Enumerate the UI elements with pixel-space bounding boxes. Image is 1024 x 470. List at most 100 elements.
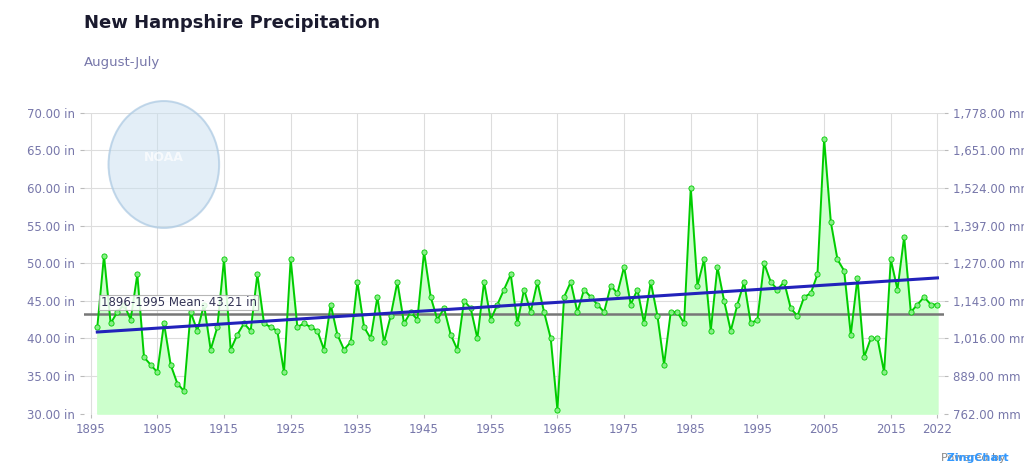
Point	[329, 331, 345, 338]
Point	[710, 263, 726, 271]
Point	[522, 308, 539, 316]
Point	[816, 135, 833, 143]
Point	[503, 271, 519, 278]
Point	[876, 368, 892, 376]
Point	[189, 327, 206, 335]
Point	[636, 320, 652, 327]
Point	[509, 320, 525, 327]
Point	[716, 297, 732, 305]
Point	[902, 308, 919, 316]
Point	[742, 320, 759, 327]
Point	[442, 331, 459, 338]
Point	[275, 368, 292, 376]
Point	[589, 301, 605, 308]
Point	[123, 316, 139, 323]
Point	[556, 293, 572, 301]
Point	[315, 346, 332, 353]
Point	[436, 305, 453, 312]
Point	[929, 301, 945, 308]
Point	[536, 308, 552, 316]
Point	[355, 323, 372, 331]
Point	[923, 301, 939, 308]
Point	[849, 274, 865, 282]
Point	[222, 346, 239, 353]
Point	[476, 278, 493, 286]
Point	[236, 320, 252, 327]
Text: ZingChart: ZingChart	[908, 453, 1009, 463]
Point	[362, 335, 379, 342]
Point	[469, 335, 485, 342]
Point	[136, 353, 153, 361]
Point	[822, 218, 839, 226]
Point	[696, 256, 713, 263]
Point	[342, 338, 358, 346]
Point	[489, 301, 506, 308]
Point	[642, 278, 658, 286]
Point	[896, 233, 912, 241]
Point	[389, 278, 406, 286]
Point	[869, 335, 886, 342]
Point	[809, 271, 825, 278]
Point	[110, 308, 126, 316]
Point	[376, 338, 392, 346]
Point	[283, 256, 299, 263]
Point	[450, 346, 466, 353]
Point	[296, 320, 312, 327]
Point	[156, 320, 172, 327]
Point	[182, 308, 199, 316]
Point	[496, 286, 512, 293]
Text: New Hampshire Precipitation: New Hampshire Precipitation	[84, 14, 380, 32]
Point	[89, 323, 105, 331]
Point	[96, 252, 113, 259]
Point	[256, 320, 272, 327]
Point	[396, 320, 413, 327]
Point	[609, 290, 626, 297]
Point	[549, 406, 565, 414]
Point	[856, 353, 872, 361]
Point	[843, 331, 859, 338]
Point	[102, 320, 119, 327]
Point	[889, 286, 905, 293]
Point	[615, 263, 632, 271]
Text: 1896-1995 Mean: 43.21 in: 1896-1995 Mean: 43.21 in	[100, 296, 257, 309]
Point	[796, 293, 812, 301]
Point	[129, 271, 145, 278]
Point	[416, 248, 432, 256]
Point	[289, 323, 305, 331]
Point	[776, 278, 793, 286]
Point	[689, 282, 706, 290]
Point	[516, 286, 532, 293]
Point	[463, 305, 479, 312]
Point	[915, 293, 932, 301]
Point	[596, 308, 612, 316]
Point	[249, 271, 265, 278]
Point	[763, 278, 779, 286]
Point	[323, 301, 339, 308]
Point	[790, 312, 806, 320]
Point	[243, 327, 259, 335]
Point	[176, 387, 193, 395]
Point	[736, 278, 753, 286]
Point	[302, 323, 318, 331]
Text: Powered by: Powered by	[940, 453, 1009, 463]
Point	[429, 316, 445, 323]
Point	[723, 327, 739, 335]
Point	[836, 267, 852, 274]
Point	[883, 256, 899, 263]
Circle shape	[109, 101, 219, 228]
Point	[602, 282, 618, 290]
Text: August-July: August-July	[84, 56, 160, 70]
Point	[656, 361, 673, 368]
Point	[543, 335, 559, 342]
Point	[909, 301, 926, 308]
Point	[803, 290, 819, 297]
Point	[670, 308, 686, 316]
Point	[456, 297, 472, 305]
Point	[163, 361, 179, 368]
Point	[216, 256, 232, 263]
Point	[862, 335, 879, 342]
Point	[562, 278, 579, 286]
Point	[423, 293, 439, 301]
Point	[410, 316, 426, 323]
Point	[150, 368, 166, 376]
